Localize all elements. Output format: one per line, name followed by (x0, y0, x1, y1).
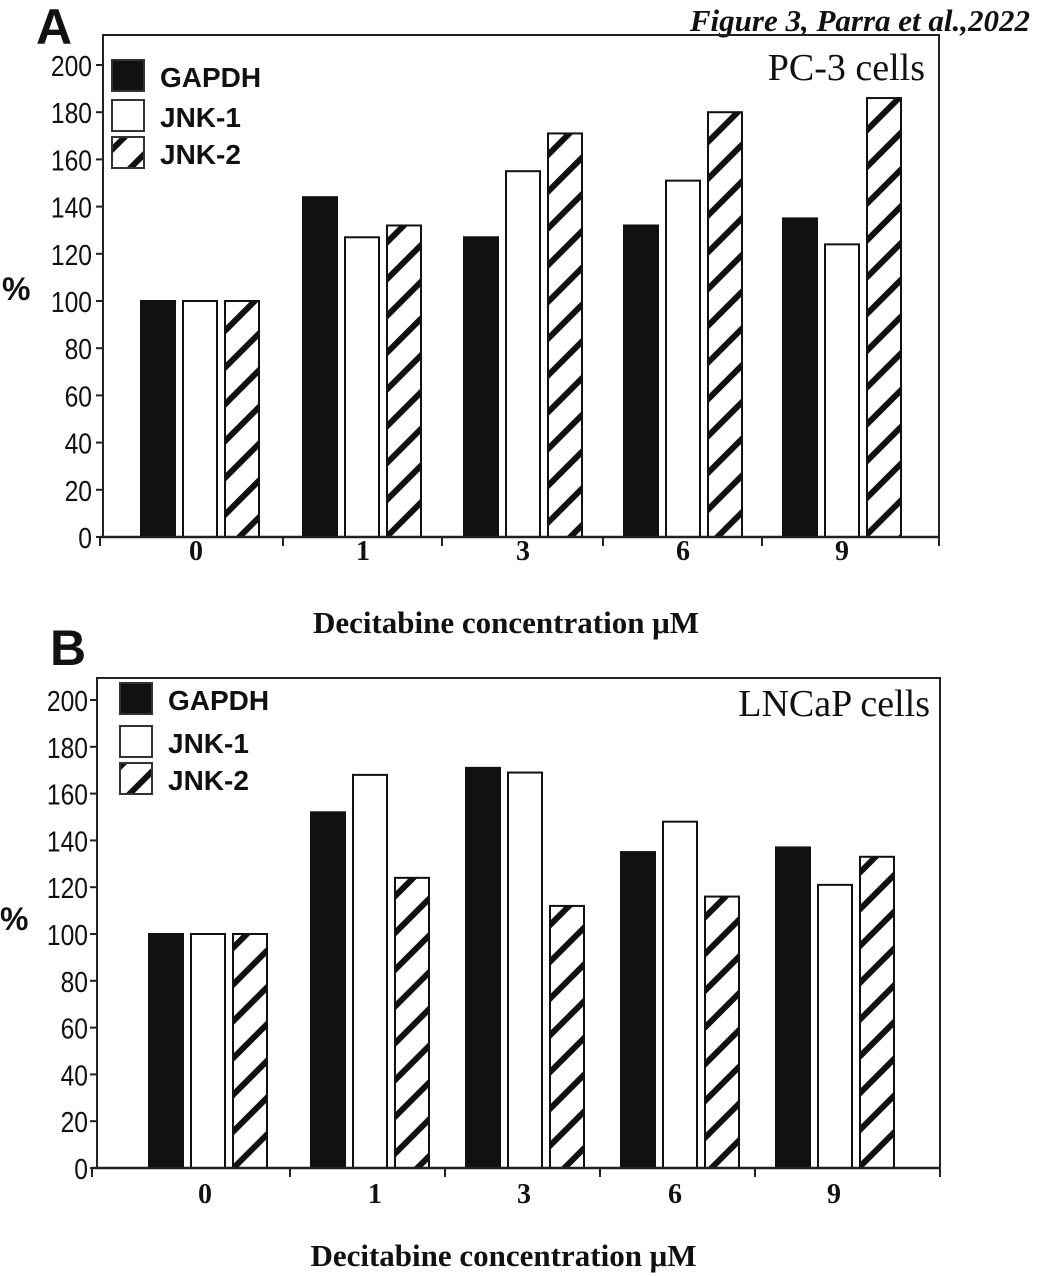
figure-caption: Figure 3, Parra et al.,2022 (689, 3, 1030, 38)
y-tick-label: 140 (51, 192, 92, 224)
bar-jnk-2-1 (386, 224, 422, 538)
y-tick-label: 120 (47, 872, 88, 904)
bar-gapdh-1 (310, 811, 346, 1169)
x-axis-label: Decitabine concentration μM (313, 605, 699, 640)
y-tick-label: 40 (65, 428, 92, 460)
bar-jnk-1-6 (662, 820, 698, 1169)
bar-jnk-2-0 (232, 933, 268, 1169)
legend-label: GAPDH (168, 685, 269, 716)
cell-line-annotation: LNCaP cells (738, 683, 930, 725)
x-tick-label: 1 (356, 536, 370, 567)
bar-gapdh-9 (775, 846, 811, 1169)
y-tick-label: 180 (51, 97, 92, 129)
y-axis-label: % (0, 901, 28, 937)
cell-line-annotation: PC-3 cells (768, 47, 925, 89)
bar-jnk-2-3 (547, 132, 583, 538)
panel-b: B 0 20 40 60 80 100 120 140 160 180 200 0 1 3 6 9 Decitab… (0, 620, 941, 1273)
bar-jnk-1-3 (507, 771, 543, 1169)
legend-label: JNK-2 (168, 765, 249, 796)
bar-jnk-1-1 (352, 773, 388, 1169)
legend-label: JNK-1 (168, 728, 249, 759)
y-tick-label: 200 (47, 685, 88, 717)
bar-gapdh-6 (623, 224, 659, 538)
x-axis-label: Decitabine concentration μM (310, 1238, 696, 1273)
bar-jnk-2-6 (704, 895, 740, 1169)
bar-jnk-2-3 (549, 904, 585, 1169)
y-tick-label: 60 (65, 381, 92, 413)
legend: GAPDH JNK-1 JNK-2 (119, 682, 269, 796)
y-tick-label: 200 (51, 50, 92, 82)
x-tick-label: 6 (676, 536, 690, 567)
panel-a: A 0 20 40 60 80 100 120 140 160 180 200 0 1 3 6 9 Decitab… (2, 0, 940, 640)
legend-swatch-gapdh (111, 59, 145, 92)
bar-jnk-2-6 (707, 111, 743, 538)
y-tick-label: 100 (51, 286, 92, 318)
y-tick-label: 80 (61, 966, 88, 998)
legend-swatch-jnk-2 (119, 762, 153, 795)
bar-jnk-2-9 (866, 97, 902, 538)
bar-gapdh-0 (140, 300, 176, 538)
x-tick-label: 3 (516, 536, 530, 567)
bar-jnk-2-0 (224, 300, 260, 538)
bar-jnk-1-9 (824, 243, 860, 539)
x-tick-label: 3 (517, 1179, 531, 1210)
bar-gapdh-3 (463, 236, 499, 538)
bar-gapdh-0 (148, 933, 184, 1169)
y-tick-label: 140 (47, 826, 88, 858)
bar-jnk-2-1 (394, 876, 430, 1170)
y-axis-label: % (2, 271, 30, 307)
bar-gapdh-9 (782, 217, 818, 538)
y-tick-label: 100 (47, 919, 88, 951)
bar-jnk-2-9 (859, 855, 895, 1170)
legend-swatch-jnk-1 (111, 99, 145, 132)
x-tick-label: 6 (668, 1179, 682, 1210)
y-tick-label: 0 (74, 1153, 88, 1185)
bar-gapdh-1 (302, 196, 338, 538)
legend-swatch-jnk-2 (111, 136, 145, 169)
legend-label: GAPDH (160, 62, 261, 93)
bar-gapdh-6 (620, 851, 656, 1169)
bar-gapdh-3 (465, 766, 501, 1169)
x-tick-label: 0 (189, 536, 203, 567)
legend-swatch-jnk-1 (119, 725, 153, 758)
y-tick-label: 20 (65, 475, 92, 507)
y-tick-label: 0 (78, 522, 92, 554)
y-tick-label: 20 (61, 1106, 88, 1138)
bar-jnk-1-6 (665, 179, 701, 538)
y-tick-label: 60 (61, 1013, 88, 1045)
y-tick-label: 160 (47, 779, 88, 811)
x-tick-label: 9 (835, 536, 849, 567)
y-tick-label: 40 (61, 1060, 88, 1092)
legend: GAPDH JNK-1 JNK-2 (111, 59, 261, 170)
bar-jnk-1-3 (505, 170, 541, 538)
legend-swatch-gapdh (119, 682, 153, 715)
panel-label: B (50, 620, 86, 676)
y-tick-label: 80 (65, 333, 92, 365)
x-tick-label: 9 (827, 1179, 841, 1210)
x-tick-label: 1 (368, 1179, 382, 1210)
bar-jnk-1-0 (182, 300, 218, 538)
legend-label: JNK-1 (160, 102, 241, 133)
y-tick-label: 120 (51, 239, 92, 271)
bar-jnk-1-1 (344, 236, 380, 538)
y-tick-label: 180 (47, 732, 88, 764)
panel-label: A (36, 0, 72, 55)
legend-label: JNK-2 (160, 139, 241, 170)
bar-jnk-1-0 (190, 933, 226, 1169)
x-tick-label: 0 (198, 1179, 212, 1210)
bar-jnk-1-9 (817, 883, 853, 1169)
y-tick-label: 160 (51, 145, 92, 177)
